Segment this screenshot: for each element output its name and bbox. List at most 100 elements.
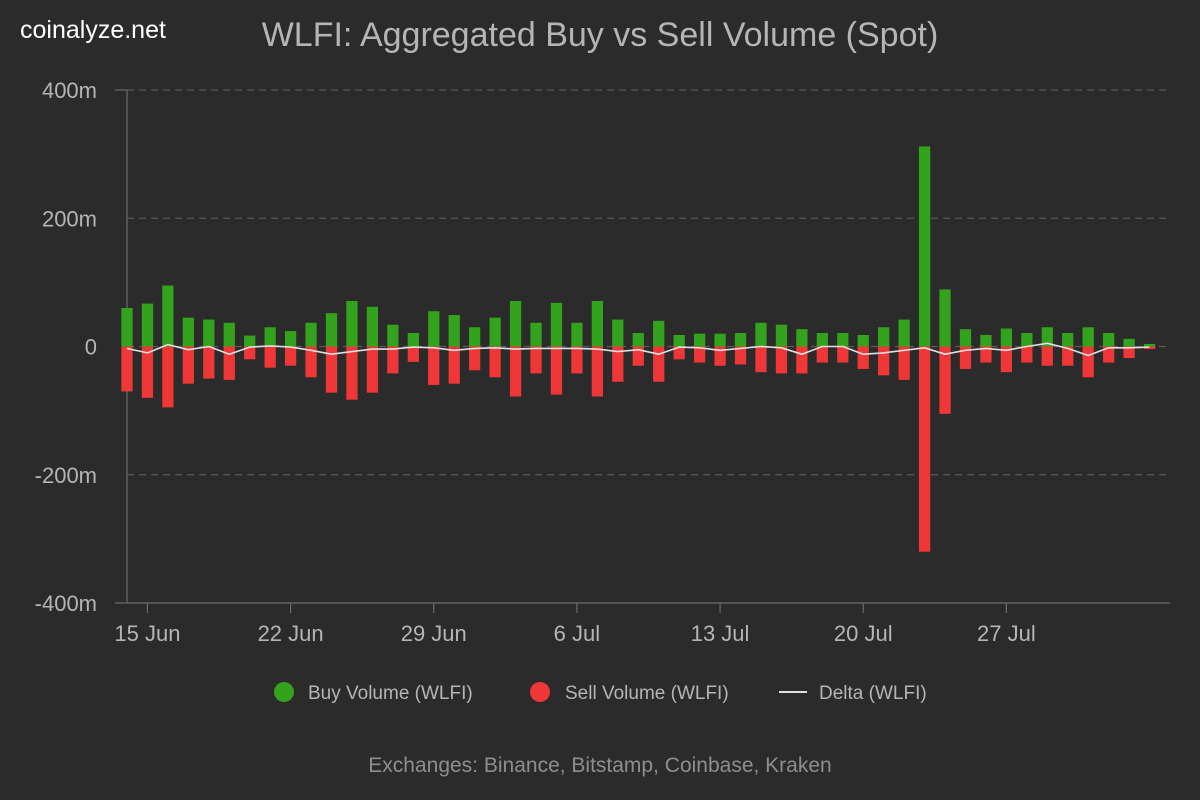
- sell-volume-bar: [980, 346, 992, 363]
- buy-volume-bar: [632, 333, 644, 347]
- buy-volume-bar: [346, 300, 358, 347]
- sell-volume-bar: [734, 346, 747, 365]
- buy-volume-bar: [734, 333, 747, 347]
- sell-volume-bar: [325, 346, 338, 393]
- buy-volume-bar: [530, 322, 542, 347]
- buy-volume-bar: [223, 322, 235, 347]
- sell-volume-bar: [1143, 346, 1156, 350]
- x-tick-label: 6 Jul: [554, 621, 600, 646]
- sell-volume-bar: [428, 346, 440, 385]
- sell-volume-bar: [509, 346, 522, 397]
- buy-volume-bar: [612, 319, 624, 347]
- buy-volume-bar: [121, 308, 133, 347]
- sell-volume-bar: [162, 346, 174, 408]
- buy-volume-bar: [1143, 343, 1156, 347]
- bars: [121, 146, 1156, 552]
- x-tick-label: 29 Jun: [401, 621, 467, 646]
- sell-volume-bar: [141, 346, 154, 398]
- sell-volume-bar: [918, 346, 931, 552]
- y-tick-label: 200m: [42, 206, 97, 231]
- delta-line: [126, 342, 1150, 357]
- legend-item[interactable]: Buy Volume (WLFI): [274, 682, 473, 704]
- sell-volume-bar: [407, 346, 419, 362]
- buy-volume-bar: [1041, 327, 1053, 347]
- y-tick-label: -400m: [35, 591, 97, 616]
- buy-volume-bar: [918, 146, 931, 347]
- buy-volume-bar: [939, 289, 951, 347]
- buy-volume-bar: [755, 322, 767, 347]
- legend-item[interactable]: Delta (WLFI): [779, 683, 927, 704]
- buy-volume-bar: [1123, 338, 1135, 347]
- buy-volume-bar: [366, 306, 379, 347]
- buy-volume-bar: [591, 300, 603, 347]
- sell-volume-bar: [182, 346, 194, 384]
- sell-volume-bar: [1062, 346, 1074, 366]
- buy-volume-bar: [489, 317, 501, 347]
- legend-label: Delta (WLFI): [819, 683, 927, 704]
- sell-volume-bar: [244, 346, 256, 360]
- legend-item[interactable]: Sell Volume (WLFI): [530, 682, 729, 704]
- sell-volume-bar: [653, 346, 665, 382]
- buy-volume-bar: [898, 319, 910, 347]
- buy-volume-bar: [305, 322, 317, 347]
- legend-label: Buy Volume (WLFI): [308, 683, 473, 704]
- brand-logo-text[interactable]: coinalyze.net: [20, 16, 166, 44]
- buy-volume-bar: [1000, 328, 1013, 347]
- axes: 400m 200m 0 -200m -400m 15 Jun 22 Jun 29 Jun 6 J…: [35, 78, 1170, 646]
- legend: Buy Volume (WLFI) Sell Volume (WLFI) Delta…: [274, 682, 927, 704]
- chart-title: WLFI: Aggregated Buy vs Sell Volume (Spo…: [261, 16, 939, 54]
- sell-volume-bar: [1082, 346, 1094, 378]
- buy-volume-bar: [182, 317, 194, 347]
- sell-volume-bar: [878, 346, 890, 376]
- delta-line-layer: [126, 342, 1150, 357]
- sell-volume-bar: [1021, 346, 1033, 363]
- buy-volume-bar: [284, 331, 297, 347]
- sell-volume-bar: [632, 346, 644, 366]
- buy-volume-bar: [509, 300, 522, 347]
- sell-volume-bar: [939, 346, 951, 414]
- buy-volume-bar: [959, 329, 972, 347]
- buy-volume-bar: [878, 327, 890, 347]
- buy-volume-bar: [673, 334, 685, 347]
- buy-volume-bar: [1021, 333, 1033, 347]
- sell-volume-bar: [121, 346, 133, 392]
- buy-volume-bar: [387, 324, 399, 347]
- sell-volume-bar: [264, 346, 276, 368]
- sell-volume-bar: [857, 346, 869, 369]
- sell-volume-bar: [489, 346, 501, 378]
- sell-volume-bar: [366, 346, 379, 393]
- buy-volume-bar: [857, 334, 869, 347]
- y-tick-label: 0: [85, 335, 97, 360]
- sell-volume-bar: [448, 346, 460, 384]
- buy-volume-bar: [1082, 327, 1094, 347]
- sell-volume-bar: [203, 346, 215, 379]
- buy-volume-bar: [203, 319, 215, 347]
- x-tick-label: 15 Jun: [114, 621, 180, 646]
- legend-label: Sell Volume (WLFI): [565, 683, 729, 704]
- sell-volume-bar: [305, 346, 317, 378]
- buy-volume-bar: [816, 333, 828, 347]
- legend-marker: [530, 682, 550, 702]
- buy-volume-bar: [980, 334, 992, 347]
- sell-volume-bar: [223, 346, 235, 380]
- sell-volume-bar: [1041, 346, 1053, 366]
- sell-volume-bar: [898, 346, 910, 380]
- sell-volume-bar: [1123, 346, 1135, 359]
- exchanges-footnote: Exchanges: Binance, Bitstamp, Coinbase, …: [368, 754, 832, 777]
- buy-volume-bar: [571, 322, 583, 347]
- buy-volume-bar: [714, 333, 726, 347]
- sell-volume-bar: [550, 346, 563, 395]
- buy-volume-bar: [469, 327, 481, 347]
- buy-volume-bar: [325, 313, 338, 347]
- sell-volume-bar: [755, 346, 767, 373]
- buy-volume-bar: [264, 327, 276, 347]
- buy-volume-bar: [1062, 333, 1074, 347]
- x-tick-label: 22 Jun: [258, 621, 324, 646]
- buy-volume-bar: [162, 285, 174, 347]
- sell-volume-bar: [714, 346, 726, 366]
- sell-volume-bar: [612, 346, 624, 382]
- sell-volume-bar: [1000, 346, 1013, 373]
- buy-volume-bar: [775, 324, 788, 347]
